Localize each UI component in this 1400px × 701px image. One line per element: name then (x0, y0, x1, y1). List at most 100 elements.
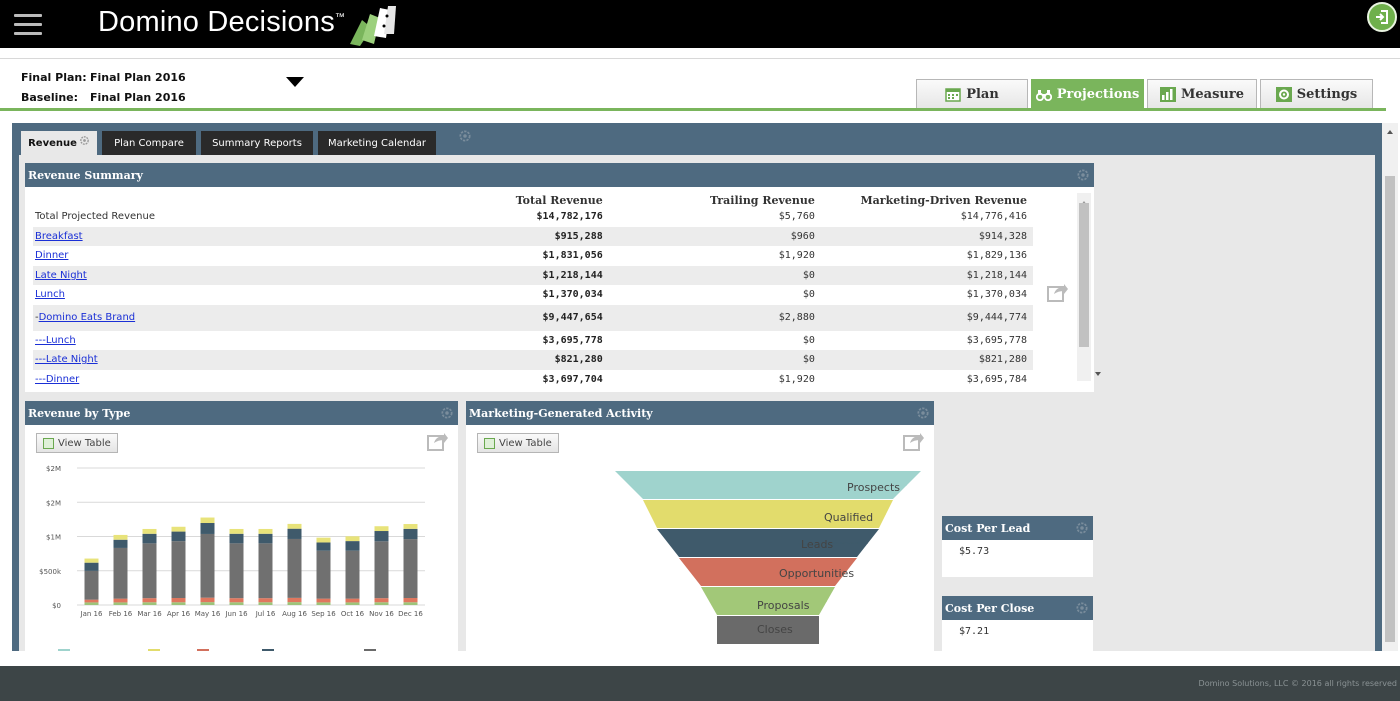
tab-plan[interactable]: Plan (916, 79, 1028, 109)
row-link[interactable]: ---Late Night (35, 354, 98, 366)
bar-segment[interactable] (316, 537, 331, 543)
bar-segment[interactable] (200, 533, 215, 598)
bar-segment[interactable] (403, 524, 418, 529)
bar-segment[interactable] (142, 602, 157, 605)
bar-segment[interactable] (374, 598, 389, 603)
export-icon[interactable] (427, 431, 449, 451)
row-link[interactable]: ---Dinner (35, 373, 80, 385)
funnel-stage[interactable] (643, 500, 893, 528)
bar-segment[interactable] (113, 547, 128, 599)
bar-segment[interactable] (171, 602, 186, 605)
bar-segment[interactable] (142, 598, 157, 603)
bar-segment[interactable] (84, 599, 99, 603)
bar-segment[interactable] (171, 531, 186, 542)
scroll-down-icon[interactable] (1091, 369, 1105, 379)
funnel-stage[interactable] (701, 587, 835, 615)
bar-segment[interactable] (84, 602, 99, 605)
hamburger-menu-icon[interactable] (14, 14, 42, 36)
bar-segment[interactable] (258, 533, 273, 544)
row-link[interactable]: Dinner (35, 250, 69, 262)
bar-segment[interactable] (258, 528, 273, 534)
bar-segment[interactable] (374, 602, 389, 605)
bar-segment[interactable] (316, 602, 331, 605)
legend-swatch[interactable] (58, 649, 70, 651)
bar-segment[interactable] (171, 598, 186, 603)
bar-segment[interactable] (229, 533, 244, 544)
bar-segment[interactable] (200, 602, 215, 605)
bar-segment[interactable] (84, 558, 99, 563)
bar-segment[interactable] (374, 541, 389, 599)
legend-swatch[interactable] (262, 649, 274, 651)
view-table-button[interactable]: View Table (477, 433, 559, 453)
bar-segment[interactable] (200, 517, 215, 524)
page-scrollbar-thumb[interactable] (1385, 176, 1395, 642)
collapse-marker[interactable]: - (35, 312, 39, 323)
bar-segment[interactable] (229, 602, 244, 605)
funnel-stage[interactable] (717, 616, 819, 644)
bar-segment[interactable] (113, 602, 128, 605)
bar-segment[interactable] (345, 550, 360, 599)
bar-segment[interactable] (345, 598, 360, 603)
bar-segment[interactable] (403, 539, 418, 599)
bar-segment[interactable] (287, 602, 302, 605)
gear-icon[interactable] (79, 135, 90, 146)
row-link[interactable]: ---Lunch (35, 334, 76, 346)
bar-segment[interactable] (200, 523, 215, 534)
gear-icon[interactable] (440, 406, 454, 420)
legend-swatch[interactable] (197, 649, 209, 651)
row-link[interactable]: Domino Eats Brand (38, 312, 136, 323)
bar-segment[interactable] (229, 543, 244, 599)
legend-swatch[interactable] (148, 649, 160, 651)
bar-segment[interactable] (345, 541, 360, 551)
revenue-summary-scrollbar[interactable] (1077, 193, 1101, 381)
row-link[interactable]: Lunch (35, 289, 65, 301)
bar-segment[interactable] (258, 602, 273, 605)
page-scrollbar[interactable] (1382, 123, 1398, 651)
row-label[interactable]: ---Dinner (33, 370, 427, 390)
add-tab-gear-icon[interactable] (458, 129, 472, 143)
bar-segment[interactable] (229, 528, 244, 534)
bar-segment[interactable] (142, 533, 157, 544)
gear-icon[interactable] (1076, 168, 1090, 182)
row-link[interactable]: Late Night (35, 269, 87, 281)
plan-dropdown-caret-icon[interactable] (286, 77, 304, 87)
bar-segment[interactable] (142, 528, 157, 534)
bar-segment[interactable] (142, 543, 157, 599)
row-label[interactable]: -Domino Eats Brand (33, 304, 427, 331)
logout-button[interactable] (1367, 2, 1397, 32)
row-label[interactable]: Dinner (33, 246, 427, 266)
funnel-stage[interactable] (615, 471, 921, 499)
subtab-revenue[interactable]: Revenue (21, 131, 97, 155)
row-link[interactable]: Breakfast (35, 230, 83, 242)
gear-icon[interactable] (1075, 601, 1089, 615)
bar-segment[interactable] (258, 543, 273, 599)
tab-measure[interactable]: Measure (1147, 79, 1257, 109)
bar-segment[interactable] (200, 597, 215, 603)
bar-segment[interactable] (345, 536, 360, 542)
gear-icon[interactable] (1075, 521, 1089, 535)
scrollbar-thumb[interactable] (1079, 203, 1089, 347)
subtab-marketing-calendar[interactable]: Marketing Calendar (318, 131, 436, 155)
bar-segment[interactable] (113, 534, 128, 540)
bar-segment[interactable] (258, 598, 273, 603)
tab-settings[interactable]: Settings (1260, 79, 1373, 109)
subtab-plan-compare[interactable]: Plan Compare (102, 131, 196, 155)
bar-segment[interactable] (403, 602, 418, 605)
row-label[interactable]: Lunch (33, 285, 427, 305)
row-label[interactable]: ---Late Night (33, 350, 427, 370)
bar-segment[interactable] (287, 597, 302, 603)
bar-segment[interactable] (345, 602, 360, 605)
view-table-button[interactable]: View Table (36, 433, 118, 453)
bar-segment[interactable] (113, 598, 128, 603)
funnel-stage[interactable] (679, 558, 857, 586)
bar-segment[interactable] (113, 539, 128, 548)
subtab-summary-reports[interactable]: Summary Reports (201, 131, 313, 155)
bar-segment[interactable] (287, 528, 302, 539)
bar-segment[interactable] (374, 526, 389, 532)
row-label[interactable]: ---Lunch (33, 331, 427, 351)
bar-segment[interactable] (84, 570, 99, 600)
funnel-stage[interactable] (657, 529, 879, 557)
bar-segment[interactable] (316, 550, 331, 599)
row-label[interactable]: Breakfast (33, 226, 427, 246)
bar-segment[interactable] (316, 542, 331, 551)
